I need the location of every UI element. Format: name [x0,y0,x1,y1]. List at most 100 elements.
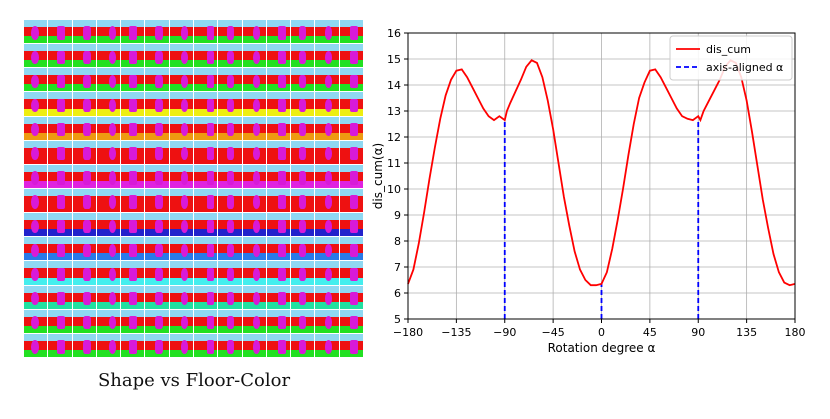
grid-thumbnail [266,237,291,261]
object-shape [252,98,261,113]
grid-thumbnail [339,237,363,261]
grid-thumbnail [339,20,363,44]
x-tick-label: 0 [598,326,605,339]
object-shape [82,171,91,185]
grid-thumbnail [266,309,291,333]
grid-thumbnail [72,44,96,68]
object-shape [298,50,307,64]
grid-thumbnail [121,68,145,92]
grid-thumbnail [242,261,266,285]
object-shape [278,340,287,354]
y-tick-label: 15 [387,53,401,66]
grid-thumbnail [291,237,315,261]
object-shape [206,243,215,258]
y-tick-label: 14 [387,79,401,92]
object-shape [206,340,215,354]
object-shape [82,26,91,40]
object-shape [128,98,137,113]
object-shape [180,50,189,64]
object-shape [324,243,333,258]
grid-thumbnail [169,92,193,116]
grid-thumbnail [266,68,291,92]
grid-thumbnail [72,20,96,44]
grid-thumbnail [266,116,291,140]
y-tick-label: 5 [394,313,401,326]
object-shape [206,74,215,89]
legend-label: axis-aligned α [706,61,783,74]
grid-thumbnail [48,116,72,140]
grid-thumbnail [218,140,242,164]
grid-thumbnail [145,285,169,309]
grid-thumbnail [242,237,266,261]
grid-thumbnail [72,309,96,333]
grid-thumbnail [121,333,145,357]
grid-thumbnail [24,68,48,92]
object-shape [56,292,65,306]
object-shape [56,195,65,209]
x-tick-label: 180 [785,326,806,339]
object-shape [298,340,307,354]
object-shape [30,243,39,258]
grid-thumbnail [96,140,121,164]
object-shape [108,74,117,89]
grid-thumbnail [48,237,72,261]
object-shape [180,98,189,113]
object-shape [56,243,65,258]
object-shape [278,74,287,89]
grid-thumbnail [315,189,339,213]
object-shape [350,123,359,137]
object-shape [252,195,261,209]
grid-thumbnail [218,20,242,44]
object-shape [30,26,39,40]
y-tick-label: 13 [387,105,401,118]
grid-thumbnail [315,237,339,261]
grid-thumbnail [48,140,72,164]
object-shape [350,219,359,233]
grid-thumbnail [266,44,291,68]
object-shape [56,50,65,64]
grid-thumbnail [242,164,266,188]
grid-thumbnail [218,44,242,68]
grid-thumbnail [48,309,72,333]
x-tick-label: −180 [393,326,423,339]
grid-thumbnail [291,116,315,140]
object-shape [278,219,287,233]
object-shape [206,98,215,113]
object-shape [56,219,65,233]
grid-thumbnail [24,309,48,333]
grid-thumbnail [266,285,291,309]
grid-thumbnail [24,237,48,261]
object-shape [278,123,287,137]
grid-caption: Shape vs Floor-Color [97,370,291,391]
object-shape [108,123,117,137]
object-shape [350,316,359,330]
grid-thumbnail [218,213,242,237]
grid-thumbnail [339,309,363,333]
object-shape [128,340,137,354]
y-axis-label: dis_cum(α) [371,143,385,209]
object-shape [30,74,39,89]
object-shape [350,98,359,113]
grid-thumbnail [194,116,218,140]
grid-thumbnail [169,164,193,188]
object-shape [154,147,163,161]
object-shape [56,74,65,89]
object-shape [82,74,91,89]
grid-thumbnail [96,261,121,285]
grid-thumbnail [145,164,169,188]
grid-thumbnail [72,237,96,261]
grid-thumbnail [121,140,145,164]
object-shape [154,171,163,185]
object-shape [154,219,163,233]
object-shape [252,26,261,40]
object-shape [350,26,359,40]
object-shape [252,74,261,89]
grid-thumbnail [194,164,218,188]
object-shape [180,292,189,306]
grid-thumbnail [145,189,169,213]
object-shape [56,98,65,113]
object-shape [350,292,359,306]
object-shape [154,316,163,330]
grid-thumbnail [169,261,193,285]
grid-thumbnail [96,189,121,213]
